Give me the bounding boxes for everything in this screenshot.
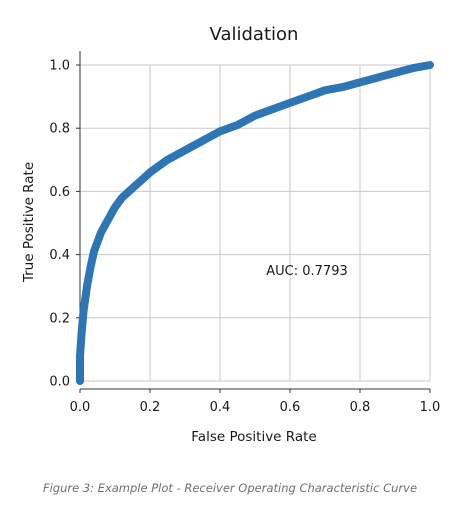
axes (76, 51, 431, 393)
y-tick-label: 0.0 (49, 375, 70, 390)
y-tick-label: 0.2 (49, 311, 70, 326)
grid (79, 64, 431, 382)
x-tick-label: 0.0 (70, 400, 91, 415)
chart-title: Validation (210, 24, 299, 45)
y-axis-label: True Positive Rate (21, 162, 37, 283)
y-tick-label: 0.8 (49, 122, 70, 137)
x-tick-label: 0.2 (140, 400, 161, 415)
y-tick-label: 0.6 (49, 185, 70, 200)
y-tick-label: 0.4 (49, 248, 70, 263)
series-layer (76, 61, 434, 385)
x-tick-label: 0.8 (350, 400, 371, 415)
x-tick-label: 1.0 (420, 400, 441, 415)
x-tick-label: 0.6 (280, 400, 301, 415)
auc-annotation: AUC: 0.7793 (266, 264, 348, 279)
x-tick-label: 0.4 (210, 400, 231, 415)
x-axis-label: False Positive Rate (191, 429, 316, 445)
y-tick-label: 1.0 (49, 59, 70, 74)
roc-chart: Validation 0.0 0.2 0.4 0.6 0.8 1.00.00.20.40.… (21, 24, 440, 445)
roc-curve (76, 61, 434, 385)
tick-labels: 0.0 0.2 0.4 0.6 0.8 1.0 0.0 0.2 0.4 0.6 0.8 1.0 (49, 59, 440, 416)
figure-caption: Figure 3: Example Plot - Receiver Operat… (42, 481, 418, 495)
